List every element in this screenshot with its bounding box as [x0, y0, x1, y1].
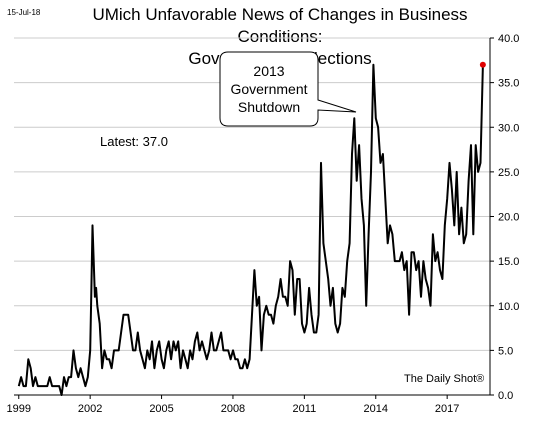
- annotation-line-1: 2013: [253, 63, 284, 79]
- annotation-line-2: Government: [230, 81, 307, 97]
- latest-value-label: Latest: 37.0: [100, 134, 168, 149]
- x-tick-label: 2017: [435, 403, 459, 415]
- x-tick-label: 1999: [7, 403, 31, 415]
- y-tick-label: 5.0: [498, 345, 513, 357]
- y-tick-label: 0.0: [498, 390, 513, 402]
- source-label: The Daily Shot®: [404, 373, 484, 385]
- series-group: [17, 61, 486, 396]
- annotation-bubble: [219, 51, 357, 127]
- y-tick-label: 20.0: [498, 212, 519, 224]
- y-tick-label: 35.0: [498, 78, 519, 90]
- x-tick-label: 2008: [221, 403, 245, 415]
- x-tick-label: 2002: [78, 403, 102, 415]
- chart-date: 15-Jul-18: [7, 8, 41, 17]
- grid-lines: [14, 37, 490, 351]
- x-axis-ticks: 1999 2002 2005 2008 2011 2014 2017: [7, 395, 459, 415]
- x-tick-label: 2005: [149, 403, 173, 415]
- y-tick-label: 25.0: [498, 167, 519, 179]
- y-tick-label: 10.0: [498, 301, 519, 313]
- annotation-callout: 2013 Government Shutdown: [219, 51, 357, 127]
- x-tick-label: 2011: [293, 403, 317, 415]
- y-tick-label: 30.0: [498, 122, 519, 134]
- y-tick-label: 15.0: [498, 256, 519, 268]
- chart-title-line-1: UMich Unfavorable News of Changes in Bus…: [92, 5, 468, 46]
- x-tick-label: 2014: [364, 403, 388, 415]
- annotation-line-3: Shutdown: [238, 99, 300, 115]
- series-line: [17, 63, 484, 396]
- latest-point-marker: [479, 61, 486, 68]
- y-axis-ticks: 0.0 5.0 10.0 15.0 20.0 25.0 30.0 35.0 40.0: [490, 33, 519, 402]
- y-tick-label: 40.0: [498, 33, 519, 45]
